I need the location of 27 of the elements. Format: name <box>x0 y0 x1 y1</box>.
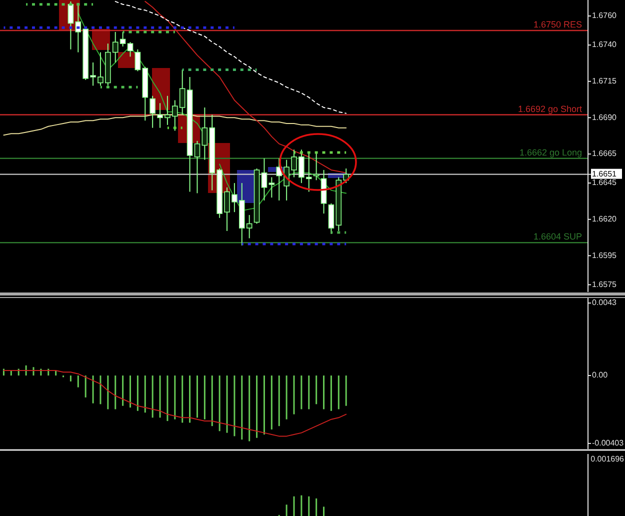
y-tick-label: 1.6760 <box>592 11 618 20</box>
y-tick-label: 1.6651 <box>592 169 618 178</box>
y-tick-label: 1.6715 <box>592 76 618 86</box>
y-tick-label: 1.6575 <box>592 280 618 289</box>
line-series <box>114 0 347 114</box>
candlestick <box>127 42 134 58</box>
y-tick-label: 1.6665 <box>592 149 618 158</box>
y-tick-label: 1.6690 <box>592 112 618 122</box>
ref-line-label: 1.6604 SUP <box>533 232 582 242</box>
candlestick <box>150 95 156 128</box>
ref-line-label: 1.6750 RES <box>533 20 582 30</box>
candlestick <box>261 158 268 201</box>
y-tick-label: -0.00403 <box>592 438 624 448</box>
text: 0.001696 <box>590 454 625 464</box>
candlestick <box>268 176 275 198</box>
y-tick-label: 1.6740 <box>592 40 618 50</box>
y-tick-label: 1.6595 <box>592 250 618 260</box>
candlestick <box>68 0 74 50</box>
y-tick-label: 0.0043 <box>592 298 618 308</box>
ref-line-label: 1.6662 go Long <box>519 147 582 158</box>
y-tick-label: 0.00 <box>592 370 608 380</box>
candlestick <box>194 140 200 194</box>
line-series <box>3 370 347 437</box>
y-tick-label: 1.6645 <box>592 178 618 188</box>
ref-line-label: 1.6692 go Short <box>518 104 582 114</box>
y-tick-label: 1.6620 <box>592 214 618 224</box>
candlestick <box>328 202 334 234</box>
